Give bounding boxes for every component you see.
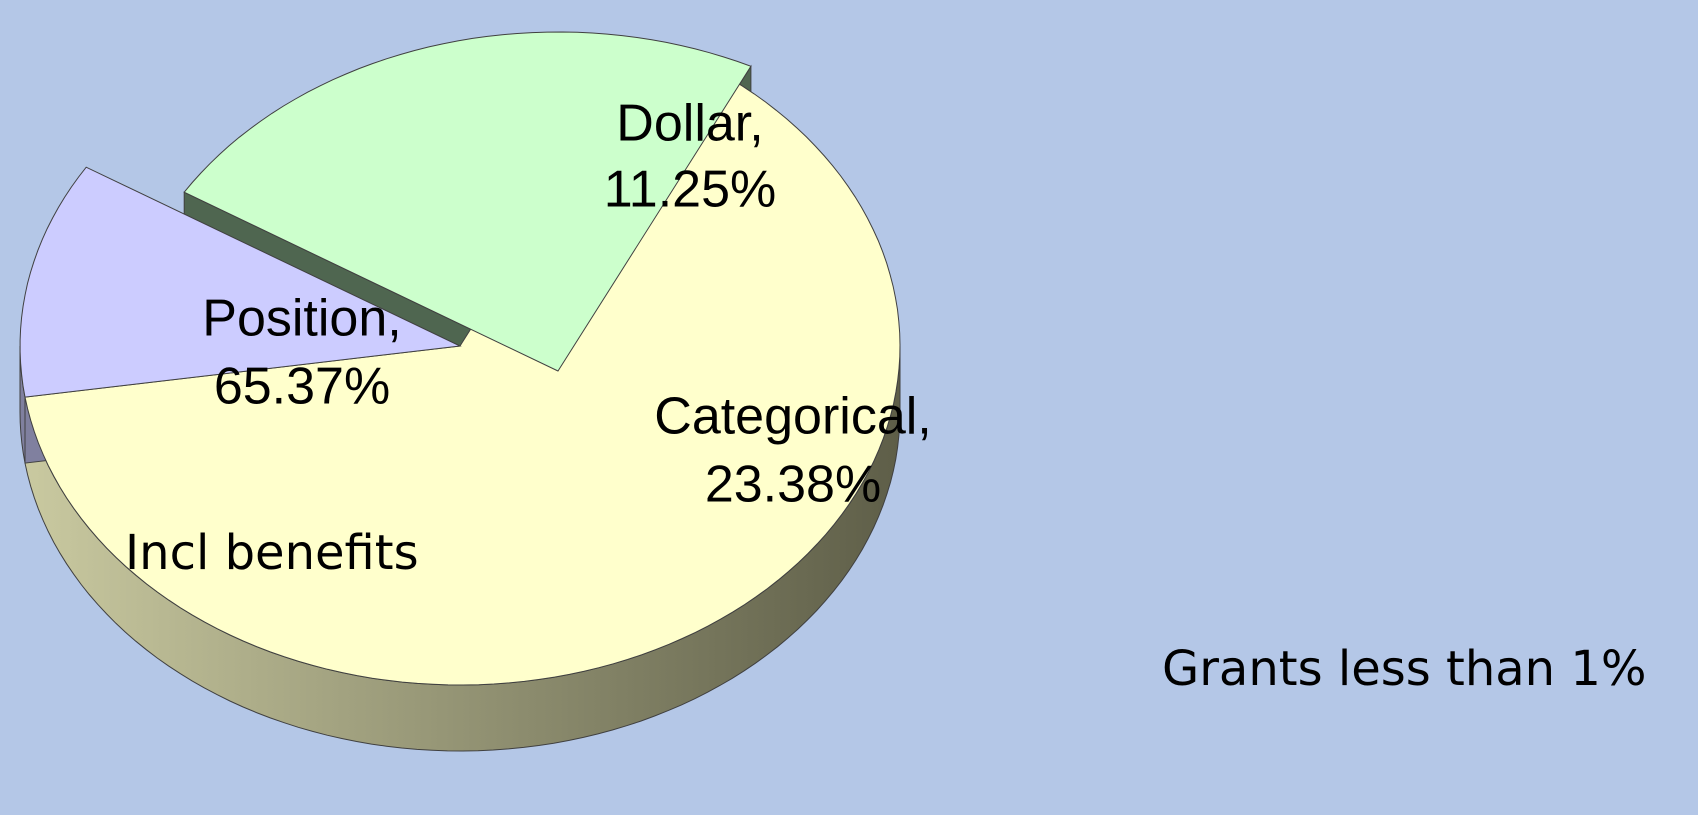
slice-label: Position, [202,290,401,348]
annotation: Incl benefits [125,525,419,581]
slice [19,166,462,398]
slice-label: Dollar, [616,95,763,153]
slice [24,40,901,686]
slice-label: Categorical, [654,388,931,446]
value-label: 65.37% [214,358,390,416]
pie-tops [19,31,901,686]
value-label: 11.25% [604,161,777,219]
annotation: Grants less than 1% [1162,641,1646,697]
slice [183,31,752,372]
labels: Position, 65.37% Dollar, 11.25% Categorical,… [202,95,931,514]
value-label: 23.38% [705,456,881,514]
